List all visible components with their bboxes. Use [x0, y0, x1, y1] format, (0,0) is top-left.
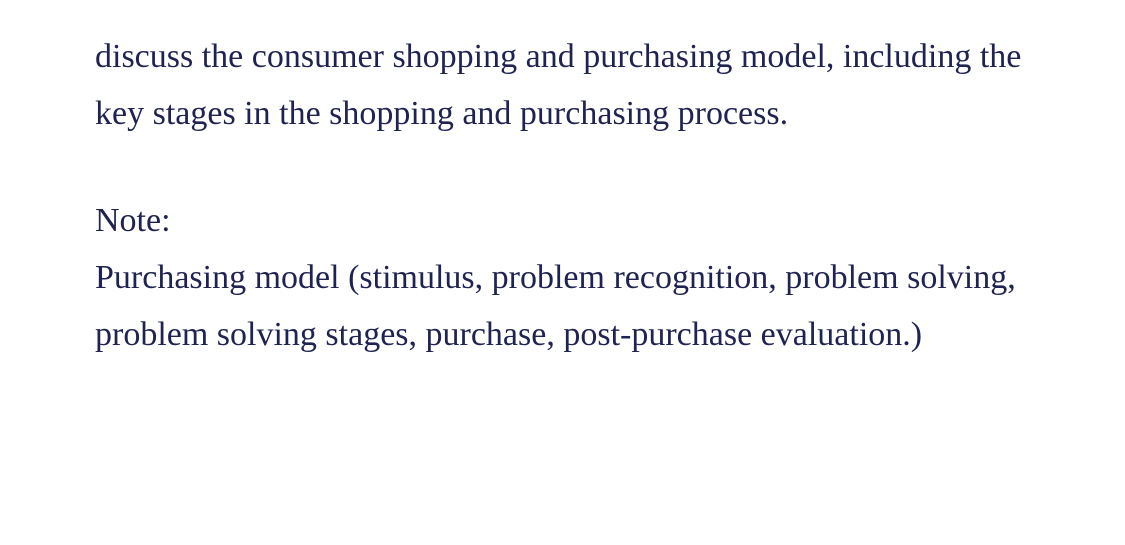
- paragraph-note: Purchasing model (stimulus, problem reco…: [95, 249, 1030, 363]
- note-label: Note:: [95, 192, 1030, 249]
- paragraph-main: discuss the consumer shopping and purcha…: [95, 28, 1030, 142]
- paragraph-spacer: [95, 142, 1030, 192]
